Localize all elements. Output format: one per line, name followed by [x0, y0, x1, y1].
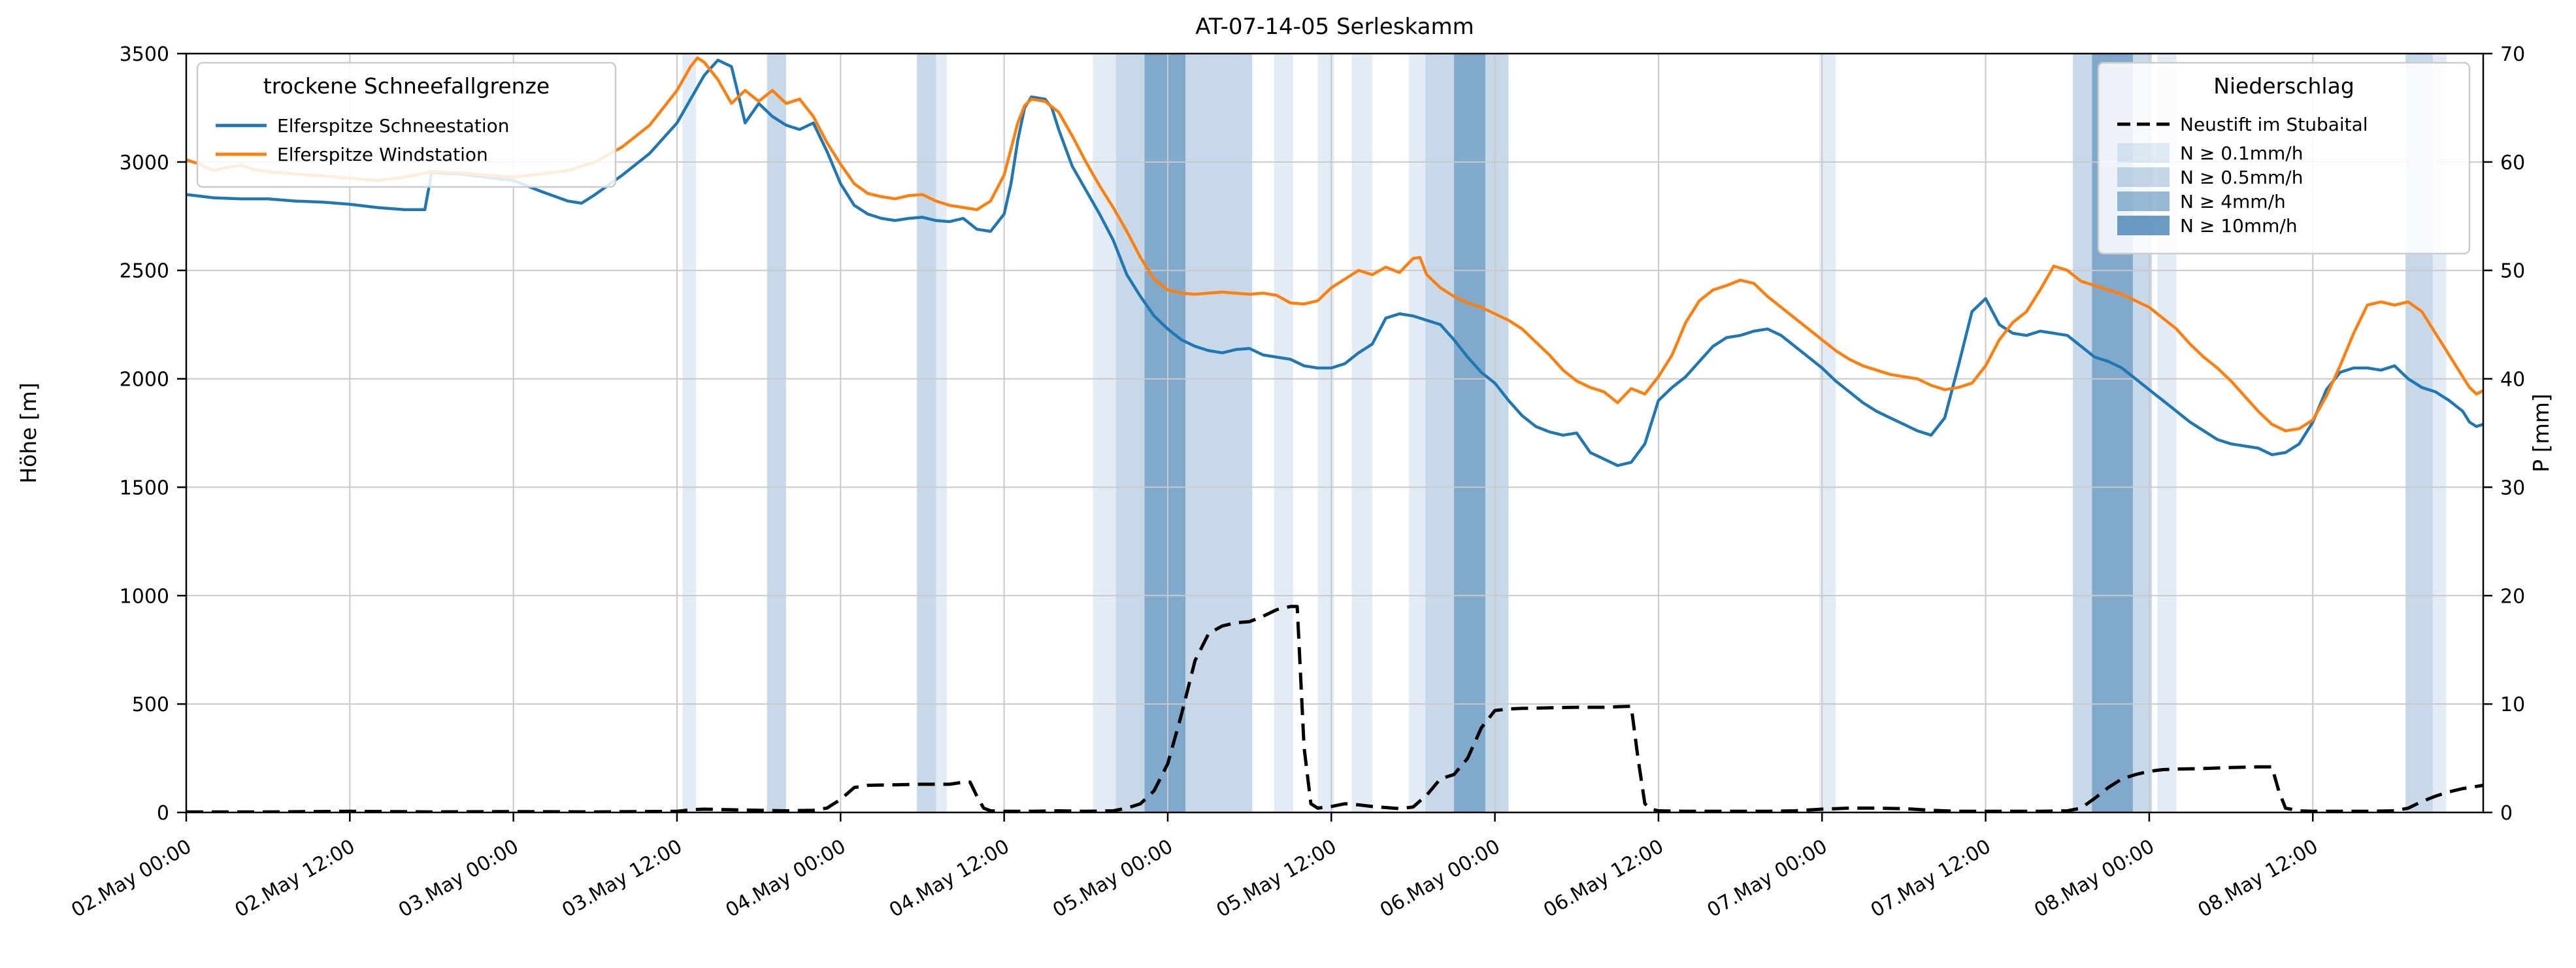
x-tick-label: 06.May 12:00	[1540, 835, 1668, 922]
x-tick-label: 08.May 12:00	[2194, 835, 2322, 922]
precip-band	[682, 54, 697, 812]
y-left-axis-label: Höhe [m]	[16, 382, 41, 484]
x-tick-label: 05.May 12:00	[1213, 835, 1341, 922]
y-right-tick-label: 50	[2500, 260, 2525, 283]
y-left-tick-label: 3000	[120, 152, 169, 175]
y-left-tick-label: 500	[132, 693, 169, 716]
y-left-tick-label: 0	[157, 802, 169, 825]
x-tick-label: 04.May 00:00	[722, 835, 850, 922]
plot-border	[185, 52, 2485, 814]
precip-band	[1454, 54, 1486, 812]
x-tick-label: 08.May 00:00	[2030, 835, 2158, 922]
legend-snowline-title: trockene Schneefallgrenze	[263, 73, 550, 99]
y-left-tick-label: 1500	[120, 476, 169, 499]
legend-precip-band-entry: N ≥ 0.5mm/h	[2180, 167, 2303, 188]
x-tick-label: 03.May 00:00	[395, 835, 523, 922]
precip-band	[1144, 54, 1186, 812]
chart-title: AT-07-14-05 Serleskamm	[1195, 14, 1474, 40]
y-right-tick-label: 40	[2500, 369, 2525, 392]
precip-band	[1351, 54, 1372, 812]
legend-snowline-entry: Elferspitze Schneestation	[277, 115, 509, 137]
x-tick-label: 07.May 00:00	[1704, 835, 1832, 922]
y-right-tick-label: 20	[2500, 585, 2525, 608]
legend-snowline-entry: Elferspitze Windstation	[277, 144, 488, 165]
legend-precip-line-entry: Neustift im Stubaital	[2180, 114, 2368, 135]
precip-band	[1274, 54, 1293, 812]
y-left-tick-label: 2500	[120, 260, 169, 283]
x-tick-label: 07.May 12:00	[1867, 835, 1995, 922]
x-tick-label: 05.May 00:00	[1049, 835, 1177, 922]
legend-precip-band-swatch	[2117, 143, 2170, 163]
x-tick-label: 02.May 00:00	[67, 835, 195, 922]
snowline-series-2	[186, 56, 2483, 433]
y-left-tick-label: 1000	[120, 585, 169, 608]
y-left-tick-label: 3500	[120, 43, 169, 66]
precip-band	[1093, 54, 1116, 812]
snowline-series-1	[186, 58, 2483, 467]
precip-band	[767, 54, 786, 812]
x-tick-label: 06.May 00:00	[1376, 835, 1504, 922]
y-right-tick-label: 60	[2500, 152, 2525, 175]
legend-precip-band-swatch	[2117, 192, 2170, 211]
y-right-tick-label: 0	[2500, 802, 2513, 825]
x-tick-label: 02.May 12:00	[231, 835, 359, 922]
precip-line	[186, 605, 2483, 812]
y-right-tick-label: 70	[2500, 43, 2525, 66]
x-tick-label: 03.May 12:00	[558, 835, 686, 922]
y-right-tick-label: 10	[2500, 693, 2525, 716]
precip-band	[936, 54, 948, 812]
legend-precip-band-swatch	[2117, 216, 2170, 235]
x-tick-label: 04.May 12:00	[885, 835, 1014, 922]
y-left-tick-label: 2000	[120, 369, 169, 392]
legend-precip-title: Niederschlag	[2213, 73, 2354, 99]
legend-precip-band-entry: N ≥ 0.1mm/h	[2180, 142, 2303, 164]
legend-snowline: trockene Schneefallgrenze Elferspitze Sch…	[196, 61, 617, 188]
legend-precip-band-entry: N ≥ 4mm/h	[2180, 191, 2286, 212]
y-right-tick-label: 30	[2500, 476, 2525, 499]
precip-intensity-bands	[682, 54, 2447, 812]
legend-precip-band-entry: N ≥ 10mm/h	[2180, 215, 2298, 237]
y-right-axis-label: P [mm]	[2528, 393, 2554, 472]
legend-precip-band-swatch	[2117, 167, 2170, 187]
precip-band	[917, 54, 936, 812]
legend-precip: Niederschlag Neustift im Stubaital N ≥ 0.1…	[2097, 61, 2471, 255]
precip-band	[1409, 54, 1426, 812]
